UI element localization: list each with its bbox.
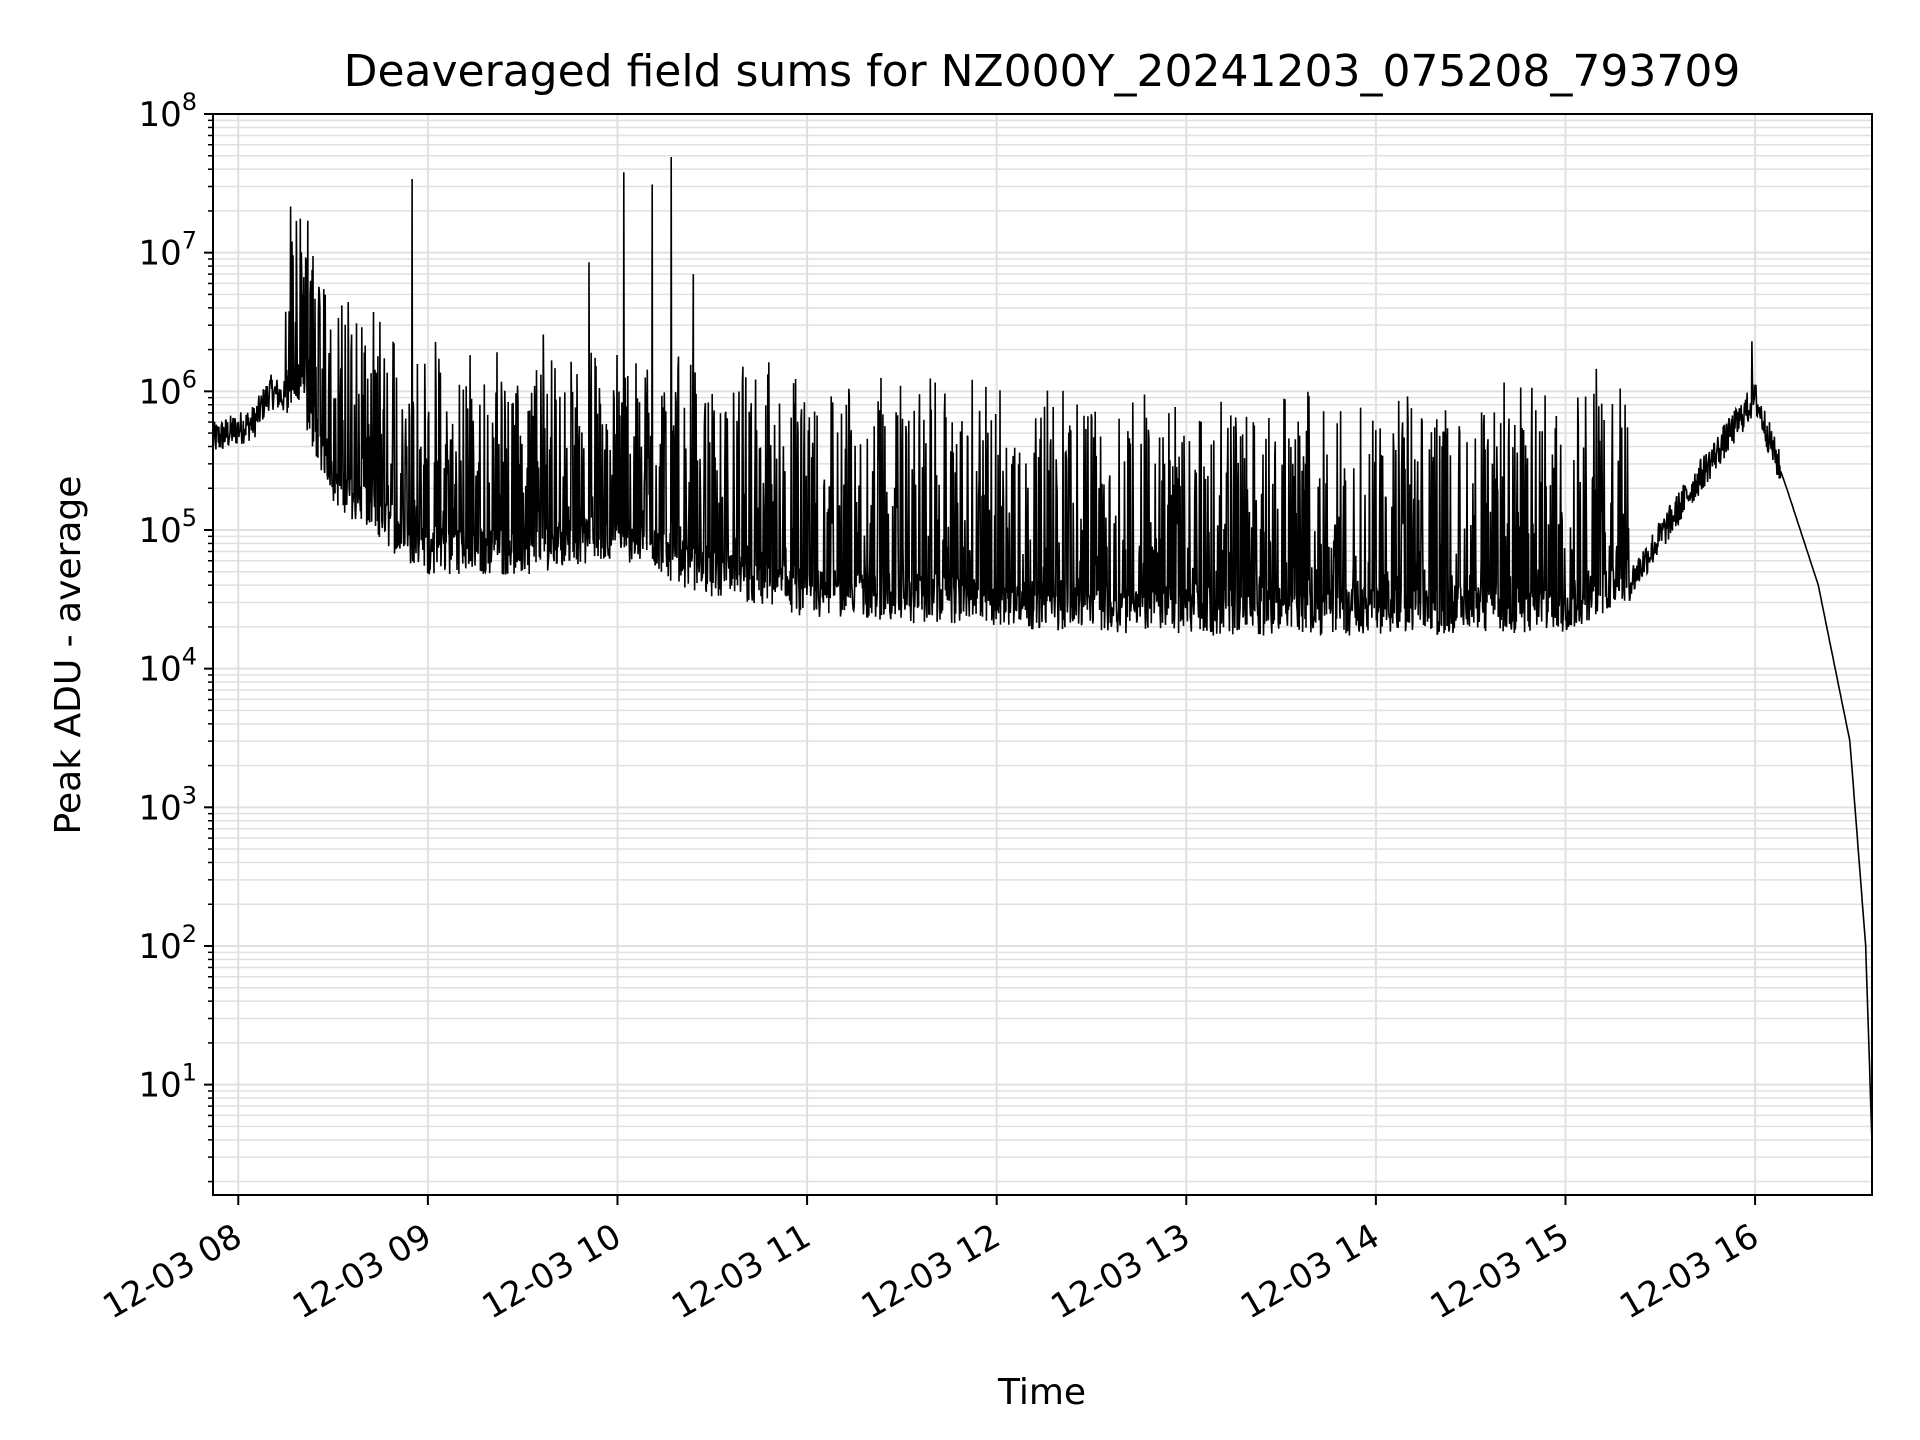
y-tick-exponent: 6 bbox=[182, 365, 197, 393]
y-tick-base: 10 bbox=[138, 650, 181, 690]
y-tick-label: 107 bbox=[138, 227, 197, 274]
y-tick-label: 106 bbox=[138, 365, 197, 412]
y-tick-exponent: 8 bbox=[182, 88, 197, 116]
chart-title: Deaveraged field sums for NZ000Y_2024120… bbox=[344, 46, 1741, 97]
y-tick-label: 102 bbox=[138, 920, 197, 967]
series-layer bbox=[213, 156, 1872, 1143]
y-axis-label: Peak ADU - average bbox=[48, 476, 89, 835]
y-tick-base: 10 bbox=[138, 234, 181, 274]
plot-frame bbox=[212, 113, 1873, 1196]
x-axis-label: Time bbox=[997, 1372, 1086, 1413]
y-tick-label: 105 bbox=[138, 504, 197, 551]
y-tick-base: 10 bbox=[138, 1066, 181, 1106]
y-tick-base: 10 bbox=[138, 372, 181, 412]
y-tick-exponent: 1 bbox=[182, 1059, 197, 1087]
y-tick-exponent: 3 bbox=[182, 781, 197, 809]
y-tick-base: 10 bbox=[138, 95, 181, 135]
y-tick-exponent: 5 bbox=[182, 504, 197, 532]
y-tick-exponent: 7 bbox=[182, 227, 197, 255]
y-tick-base: 10 bbox=[138, 788, 181, 828]
y-tick-base: 10 bbox=[138, 927, 181, 967]
y-tick-label: 103 bbox=[138, 781, 197, 828]
y-tick-exponent: 4 bbox=[182, 643, 197, 671]
y-tick-label: 104 bbox=[138, 643, 197, 690]
y-tick-base: 10 bbox=[138, 511, 181, 551]
y-tick-exponent: 2 bbox=[182, 920, 197, 948]
y-tick-label: 101 bbox=[138, 1059, 197, 1106]
series-line bbox=[213, 156, 1872, 1143]
y-tick-label: 108 bbox=[138, 88, 197, 135]
